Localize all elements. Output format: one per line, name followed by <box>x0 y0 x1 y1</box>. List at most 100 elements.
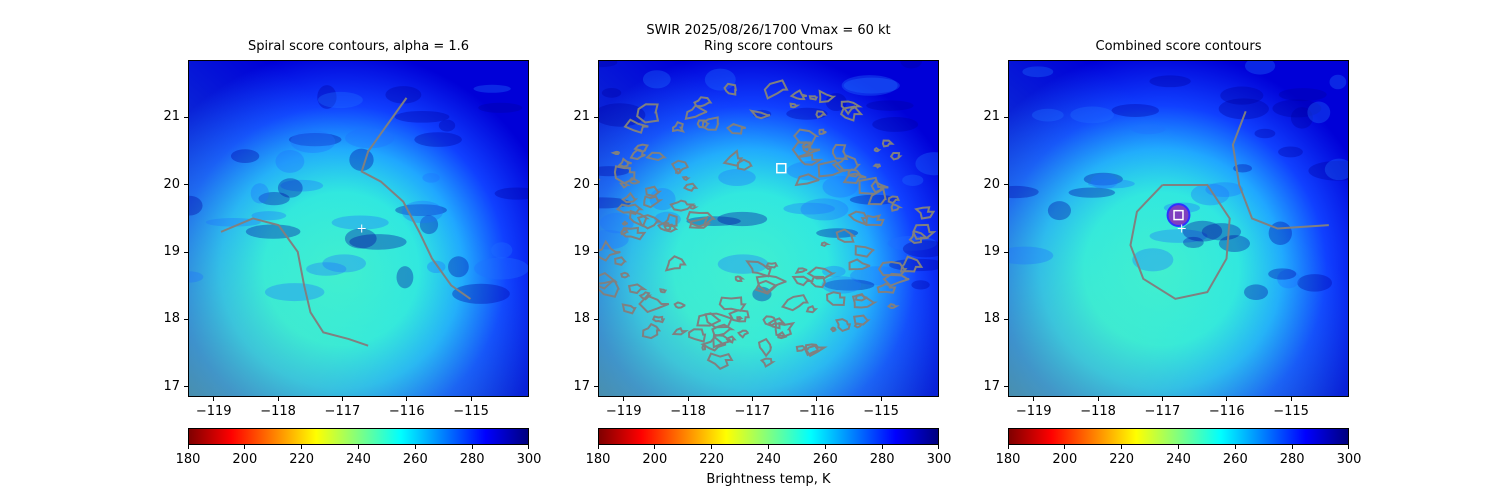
y-tick-label: 21 <box>983 109 1000 125</box>
ring-contour <box>794 173 820 187</box>
ring-contour <box>796 153 824 166</box>
ring-contour <box>686 211 717 228</box>
combined-score-panel <box>1008 60 1349 397</box>
ring-contour <box>831 143 849 161</box>
y-tick-label: 21 <box>573 109 590 125</box>
x-tick-label: −116 <box>1208 404 1245 419</box>
x-tick-label: −118 <box>1080 404 1116 419</box>
imagery-band <box>317 91 363 109</box>
imagery-band <box>600 212 634 234</box>
colorbar-tick-mark <box>301 445 303 449</box>
imagery-band <box>290 130 336 154</box>
imagery-band <box>1220 86 1264 105</box>
x-tick-mark <box>213 397 215 401</box>
ring-contour <box>854 244 875 258</box>
y-tick-label: 21 <box>163 109 180 125</box>
imagery-band <box>419 215 439 235</box>
ring-contour <box>681 175 691 182</box>
imagery-band <box>1149 229 1208 243</box>
imagery-band <box>317 85 337 109</box>
colorbar-tick-label: 200 <box>642 452 668 467</box>
ring-contour <box>763 79 789 100</box>
y-tick-label: 20 <box>983 176 1000 192</box>
imagery-band <box>1090 173 1118 189</box>
ring-contour <box>628 176 641 185</box>
imagery-band <box>822 265 846 278</box>
colorbar-tick-mark <box>1347 445 1349 449</box>
imagery-band <box>474 257 528 280</box>
imagery-band <box>189 195 203 216</box>
center-estimate-marker <box>1177 224 1186 233</box>
y-tick-mark <box>594 184 598 186</box>
ring-contour <box>673 301 686 309</box>
ring-contour <box>840 100 863 116</box>
imagery-band <box>1131 124 1166 135</box>
ring-contour <box>818 128 827 136</box>
ring-contour <box>629 148 646 161</box>
imagery-band <box>902 174 924 186</box>
panel-1-title: Spiral score contours, alpha = 1.6 <box>247 39 470 54</box>
colorbar-tick-mark <box>187 445 189 449</box>
colorbar-tick-mark <box>881 445 883 449</box>
ring-contour <box>688 215 712 229</box>
imagery-band <box>1254 128 1276 139</box>
y-tick-label: 18 <box>163 311 180 327</box>
imagery-band <box>843 77 900 94</box>
ring-contour <box>889 151 903 161</box>
x-tick-mark <box>687 397 689 401</box>
ring-contour <box>620 271 631 279</box>
colorbar-tick-label: 240 <box>756 452 781 467</box>
ring-contour <box>867 187 887 206</box>
colorbar-tick-mark <box>711 445 713 449</box>
imagery-band <box>1201 223 1242 241</box>
ring-contour <box>835 318 852 333</box>
ring-contour <box>706 352 734 370</box>
ring-contour <box>789 102 801 109</box>
colorbar-tick-label: 300 <box>926 452 952 467</box>
imagery-band <box>902 240 938 258</box>
imagery-band <box>1031 108 1064 122</box>
y-tick-label: 20 <box>573 176 590 192</box>
imagery-band <box>245 224 301 239</box>
imagery-band <box>642 70 671 89</box>
imagery-band <box>1009 185 1039 199</box>
imagery-band <box>344 228 377 249</box>
colorbar-tick-mark <box>414 445 416 449</box>
imagery-band <box>911 280 930 290</box>
y-tick-mark <box>184 386 188 388</box>
ring-contour <box>659 288 668 294</box>
y-tick-label: 17 <box>983 378 1000 394</box>
ring-contour <box>810 275 826 289</box>
ring-contour <box>900 255 924 273</box>
imagery-band <box>438 119 456 132</box>
imagery-band <box>494 187 528 200</box>
ring-contour <box>914 206 936 220</box>
y-tick-mark <box>184 184 188 186</box>
imagery-band <box>704 68 736 91</box>
imagery-band <box>1268 268 1297 280</box>
x-tick-mark <box>751 397 753 401</box>
colorbar-tick-mark <box>1064 445 1066 449</box>
ring-contour <box>688 328 707 343</box>
ring-contour <box>848 258 871 271</box>
colorbar-tick-label: 280 <box>459 452 485 467</box>
ring-contour <box>718 296 747 312</box>
ring-contour <box>842 172 867 185</box>
x-tick-label: −119 <box>605 404 642 419</box>
ring-contour <box>599 239 621 262</box>
ring-contour <box>657 221 672 232</box>
imagery-band <box>1297 274 1333 292</box>
x-tick-mark <box>1161 397 1163 401</box>
ring-contour <box>745 260 772 278</box>
imagery-band <box>1205 182 1244 198</box>
colorbar-tick-mark <box>768 445 769 449</box>
imagery-band <box>1083 172 1123 186</box>
y-tick-label: 19 <box>163 244 180 260</box>
imagery-band <box>395 204 447 217</box>
imagery-band <box>1278 88 1327 102</box>
ring-contour <box>726 123 747 135</box>
imagery-band <box>288 133 342 147</box>
ring-contour <box>808 95 819 101</box>
ring-contour <box>912 223 937 240</box>
imagery-band <box>717 254 769 274</box>
